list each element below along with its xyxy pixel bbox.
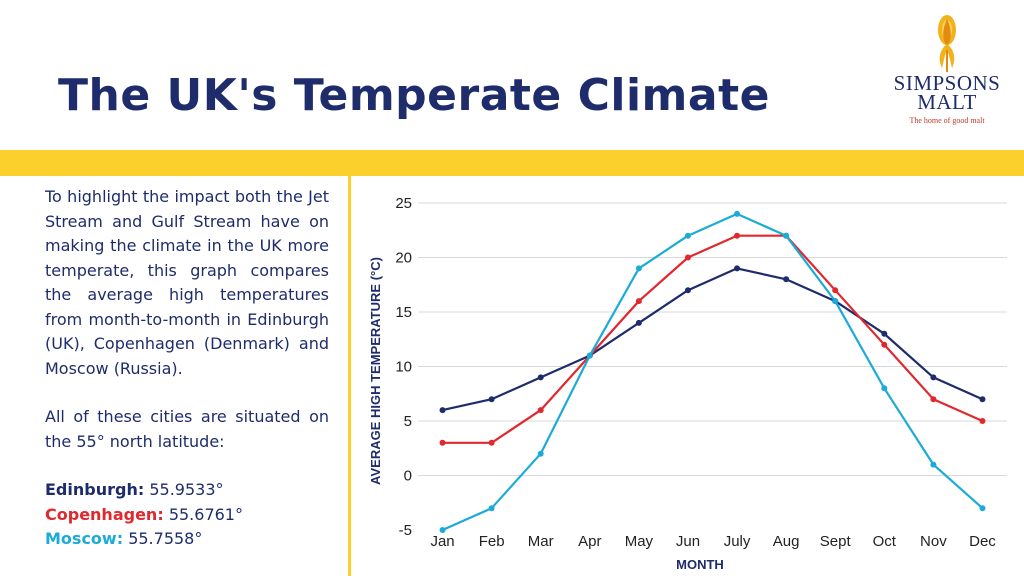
latitude-paragraph: All of these cities are situated on the … (45, 407, 329, 451)
series-line (442, 234, 983, 444)
data-point (881, 341, 888, 348)
data-point (734, 210, 741, 217)
y-tick-label: 0 (404, 468, 412, 485)
x-tick-label: Sept (820, 533, 852, 550)
gridlines (418, 202, 1007, 476)
x-tick-label: Apr (578, 533, 601, 550)
data-point (537, 450, 544, 457)
data-point (586, 352, 593, 359)
data-point (832, 298, 839, 305)
data-point (881, 330, 888, 337)
x-tick-label: July (724, 533, 751, 550)
data-point (439, 527, 446, 533)
series-line (442, 212, 984, 532)
data-point (832, 298, 839, 305)
y-tick-label: 20 (395, 250, 412, 267)
series-2 (439, 210, 986, 533)
y-axis-title: AVERAGE HIGH TEMPERATURE (°C) (368, 257, 383, 485)
page-title: The UK's Temperate Climate (58, 70, 770, 121)
logo-tagline: The home of good malt (909, 116, 985, 125)
series-1 (439, 232, 986, 446)
data-point (930, 461, 937, 468)
data-point (586, 352, 593, 359)
latitude-row-edinburgh: Edinburgh: 55.9533° (45, 478, 329, 503)
data-point (930, 396, 937, 403)
data-point (684, 232, 691, 239)
latitude-row-copenhagen: Copenhagen: 55.6761° (45, 503, 329, 528)
latitude-value-edinburgh: 55.9533° (149, 480, 224, 499)
data-point (783, 232, 790, 239)
x-tick-label: Jun (676, 533, 700, 550)
data-point (635, 319, 642, 326)
y-tick-label: 10 (395, 359, 412, 376)
intro-paragraph: To highlight the impact both the Jet Str… (45, 187, 329, 378)
data-point (684, 254, 691, 261)
city-label-edinburgh: Edinburgh: (45, 480, 145, 499)
data-point (979, 418, 986, 424)
latitude-value-moscow: 55.7558° (128, 529, 203, 548)
data-point (783, 276, 790, 283)
data-point (488, 505, 495, 512)
data-point (783, 232, 790, 239)
x-tick-label: Jan (430, 533, 454, 550)
y-tick-label: 15 (395, 304, 412, 321)
city-label-copenhagen: Copenhagen: (45, 504, 164, 524)
data-point (439, 407, 446, 414)
series-line (442, 267, 983, 412)
data-point (684, 287, 691, 294)
panel-divider (348, 176, 351, 576)
x-tick-label: Dec (969, 533, 996, 550)
data-point (930, 374, 937, 381)
data-point (881, 385, 888, 392)
data-point (734, 232, 741, 239)
description-panel: To highlight the impact both the Jet Str… (45, 185, 329, 552)
brand-logo: SIMPSONS MALT The home of good malt (884, 14, 1010, 138)
data-point (832, 287, 839, 294)
logo-name-line2: MALT (917, 90, 977, 114)
y-tick-label: 25 (395, 195, 412, 212)
x-tick-label: Feb (479, 533, 505, 550)
data-point (979, 396, 986, 403)
accent-band (0, 150, 1024, 176)
y-tick-label: -5 (399, 522, 412, 539)
series-0 (439, 265, 986, 414)
data-point (488, 396, 495, 403)
data-point (635, 265, 642, 272)
latitude-value-copenhagen: 55.6761° (168, 504, 243, 524)
latitude-list: Edinburgh: 55.9533° Copenhagen: 55.6761°… (45, 478, 329, 552)
data-point (979, 505, 986, 512)
latitude-row-moscow: Moscow: 55.7558° (45, 527, 329, 552)
data-point (537, 407, 544, 414)
x-tick-label: Oct (873, 533, 897, 550)
x-tick-label: Aug (773, 533, 800, 550)
x-tick-labels: Jan Feb Mar Apr May Jun July Aug Sept Oct Nov Dec (430, 533, 996, 550)
x-axis-title: MONTH (676, 557, 724, 572)
y-tick-label: 5 (404, 413, 412, 430)
series-lines (439, 210, 986, 533)
data-point (734, 265, 741, 272)
wheat-icon (938, 15, 956, 72)
x-tick-label: Nov (920, 533, 947, 550)
y-tick-labels: -5 0 5 10 15 20 25 (395, 195, 412, 539)
x-tick-label: May (625, 533, 654, 550)
data-point (635, 298, 642, 305)
data-point (586, 352, 593, 359)
logo-name-line1: SIMPSONS (893, 71, 1001, 95)
data-point (488, 439, 495, 446)
data-point (537, 374, 544, 381)
x-tick-label: Mar (528, 533, 554, 550)
city-label-moscow: Moscow: (45, 529, 124, 548)
data-point (439, 439, 446, 446)
